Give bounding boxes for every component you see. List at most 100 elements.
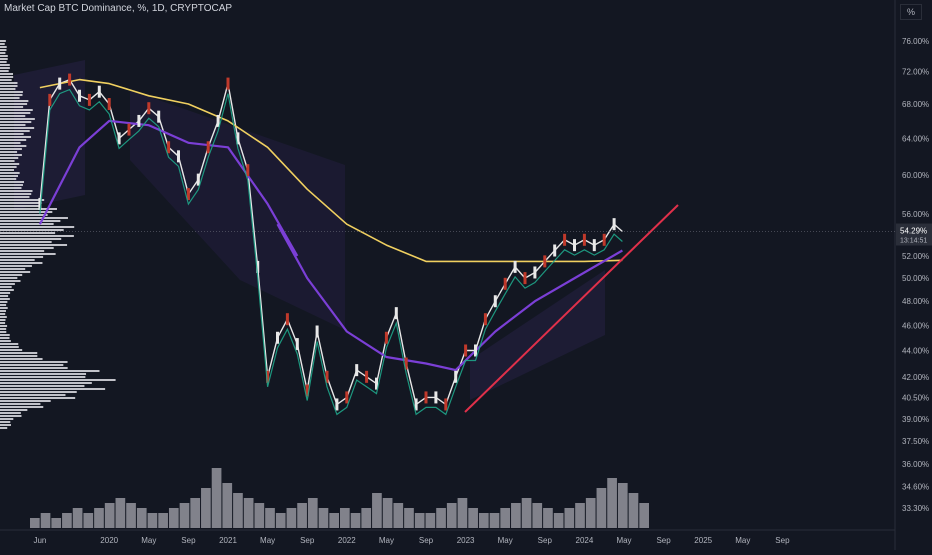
volume-profile-bar: [0, 367, 68, 369]
volume-profile-bar: [0, 427, 8, 429]
x-tick-label: Sep: [181, 536, 196, 545]
candle: [365, 370, 369, 383]
y-tick-label: 46.00%: [902, 321, 929, 330]
volume-profile-bar: [0, 127, 35, 129]
volume-bar: [340, 508, 350, 528]
volume-profile-bar: [0, 358, 43, 360]
y-tick-label: 50.00%: [902, 274, 929, 283]
volume-profile-bar: [0, 262, 43, 264]
volume-profile-bar: [0, 91, 23, 93]
volume-bar: [307, 498, 318, 528]
volume-bar: [30, 518, 40, 528]
volume-profile-bar: [0, 46, 7, 48]
volume-bar: [511, 503, 521, 528]
y-tick-label: 37.50%: [902, 437, 929, 446]
volume-profile-bar: [0, 232, 56, 234]
volume-bar: [168, 508, 179, 528]
candle: [107, 98, 111, 111]
volume-profile-bar: [0, 289, 14, 291]
y-tick-label: 60.00%: [902, 171, 929, 180]
volume-bar: [83, 513, 94, 528]
volume-profile-bar: [0, 283, 15, 285]
volume-bar: [553, 513, 564, 528]
candle: [58, 77, 62, 90]
candle: [503, 277, 507, 290]
volume-profile-bar: [0, 328, 7, 330]
volume-profile-bar: [0, 313, 6, 315]
volume-bar: [136, 508, 147, 528]
candle: [454, 370, 458, 383]
volume-profile-bar: [0, 235, 74, 237]
candle: [147, 102, 151, 115]
series-line: [276, 223, 623, 372]
volume-profile-bar: [0, 370, 100, 372]
volume-bar: [94, 508, 104, 528]
volume-profile-bar: [0, 343, 19, 345]
volume-bar: [233, 493, 243, 528]
candle: [285, 313, 289, 326]
volume-profile-bar: [0, 388, 106, 390]
chart-title: Market Cap BTC Dominance, %, 1D, CRYPTOC…: [4, 3, 233, 14]
volume-profile-bar: [0, 337, 10, 339]
y-tick-label: 36.00%: [902, 460, 929, 469]
volume-profile-bar: [0, 49, 7, 51]
candle: [602, 233, 606, 246]
volume-profile-bar: [0, 70, 9, 72]
candle: [573, 239, 576, 252]
x-tick-label: 2025: [694, 536, 712, 545]
volume-profile-bar: [0, 43, 5, 45]
y-tick-label: 52.00%: [902, 252, 929, 261]
y-tick-label: 68.00%: [902, 100, 929, 109]
volume-profile-bar: [0, 376, 86, 378]
volume-profile-bar: [0, 271, 31, 273]
volume-bar: [425, 513, 436, 528]
volume-profile-bar: [0, 103, 28, 105]
x-tick-label: May: [498, 536, 513, 545]
volume-bar: [628, 493, 639, 528]
volume-profile-bar: [0, 292, 11, 294]
candle: [523, 272, 527, 285]
volume-profile-bar: [0, 304, 7, 306]
volume-profile-bar: [0, 211, 53, 213]
volume-profile-bar: [0, 346, 19, 348]
volume-profile-bar: [0, 82, 18, 84]
series-line: [39, 78, 623, 406]
volume-profile-bar: [0, 178, 17, 180]
volume-profile-bar: [0, 187, 22, 189]
volume-bar: [104, 503, 115, 528]
unit-toggle-button[interactable]: %: [900, 4, 922, 20]
x-tick-label: 2022: [338, 536, 356, 545]
candle: [167, 141, 171, 154]
volume-profile-bar: [0, 316, 7, 318]
y-tick-label: 40.50%: [902, 393, 929, 402]
volume-bar: [297, 503, 307, 528]
volume-profile-bar: [0, 382, 92, 384]
volume-bar: [190, 498, 201, 528]
shaded-region: [470, 270, 605, 400]
candle: [424, 391, 428, 404]
candle: [315, 325, 319, 338]
volume-profile-bar: [0, 241, 52, 243]
volume-profile-bar: [0, 415, 22, 417]
volume-profile-bar: [0, 160, 15, 162]
x-tick-label: May: [260, 536, 275, 545]
x-tick-label: Sep: [775, 536, 790, 545]
candle: [375, 377, 378, 390]
volume-profile-bar: [0, 97, 20, 99]
volume-bar: [585, 498, 596, 528]
volume-bar: [147, 513, 158, 528]
candle: [414, 398, 418, 411]
volume-profile-bar: [0, 121, 32, 123]
volume-profile-bar: [0, 88, 16, 90]
volume-profile-bar: [0, 40, 6, 42]
y-tick-label: 33.30%: [902, 504, 929, 513]
volume-profile-bar: [0, 373, 87, 375]
volume-profile-bar: [0, 301, 8, 303]
volume-profile-bar: [0, 163, 20, 165]
volume-profile-bar: [0, 115, 26, 117]
volume-profile-bar: [0, 196, 30, 198]
candle: [68, 73, 72, 86]
volume-profile-bar: [0, 403, 41, 405]
